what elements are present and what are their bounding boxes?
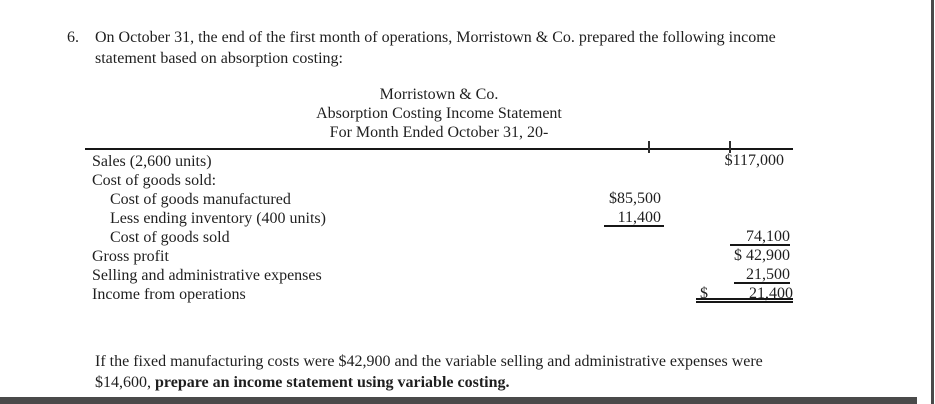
problem-statement-line2: statement based on absorption costing:	[95, 50, 343, 67]
company-name: Morristown & Co.	[379, 86, 499, 103]
table-row-ending-inventory: Less ending inventory (400 units) 11,400	[85, 209, 793, 228]
statement-title: Absorption Costing Income Statement	[316, 105, 562, 122]
followup-instruction: If the fixed manufacturing costs were $4…	[95, 351, 763, 393]
dollar-sign: $	[700, 285, 708, 302]
row-amount-underlined: 74,100	[730, 228, 790, 246]
row-label: Cost of goods sold	[110, 229, 230, 246]
problem-number: 6.	[67, 29, 79, 46]
followup-line2: $14,600, prepare an income statement usi…	[95, 372, 763, 393]
problem-statement-line1: On October 31, the end of the first mont…	[95, 29, 776, 46]
row-label: Cost of goods manufactured	[110, 191, 291, 208]
row-label: Sales (2,600 units)	[92, 153, 212, 170]
statement-period: For Month Ended October 31, 20-	[329, 124, 549, 141]
row-label: Gross profit	[92, 248, 169, 265]
page-border-right	[931, 0, 934, 404]
problem-statement: On October 31, the end of the first mont…	[95, 27, 776, 69]
table-row-cogs-heading: Cost of goods sold:	[85, 171, 793, 190]
row-label: Cost of goods sold:	[92, 172, 217, 189]
page-border-bottom	[0, 397, 917, 404]
row-amount: 21,400	[749, 285, 793, 302]
row-label: Selling and administrative expenses	[92, 267, 322, 284]
row-amount: $117,000	[724, 152, 784, 169]
table-row-cogm: Cost of goods manufactured $85,500	[85, 190, 793, 209]
followup-line1: If the fixed manufacturing costs were $4…	[95, 353, 763, 370]
table-row-cogs: Cost of goods sold 74,100	[85, 228, 793, 247]
followup-line2-normal: $14,600,	[95, 374, 155, 391]
table-row-selling-admin: Selling and administrative expenses 21,5…	[85, 266, 793, 285]
row-amount: $85,500	[609, 190, 661, 207]
row-amount-double-underlined: $ 21,400	[696, 285, 793, 303]
followup-line2-bold: prepare an income statement using variab…	[155, 374, 510, 391]
column-tick-mark	[648, 141, 650, 153]
statement-header: Morristown & Co. Absorption Costing Inco…	[85, 85, 793, 142]
row-amount-underlined: 21,500	[734, 266, 790, 284]
header-rule	[85, 148, 793, 150]
row-label: Less ending inventory (400 units)	[110, 210, 326, 227]
table-row-gross-profit: Gross profit $ 42,900	[85, 247, 793, 266]
table-row-income-from-operations: Income from operations $ 21,400	[85, 285, 793, 304]
income-statement-table: Sales (2,600 units) $117,000 Cost of goo…	[85, 152, 793, 304]
row-amount: $ 42,900	[734, 247, 790, 264]
row-amount-underlined: 11,400	[603, 209, 664, 227]
column-tick-mark	[729, 141, 731, 153]
table-row-sales: Sales (2,600 units) $117,000	[85, 152, 793, 171]
row-label: Income from operations	[92, 286, 246, 303]
